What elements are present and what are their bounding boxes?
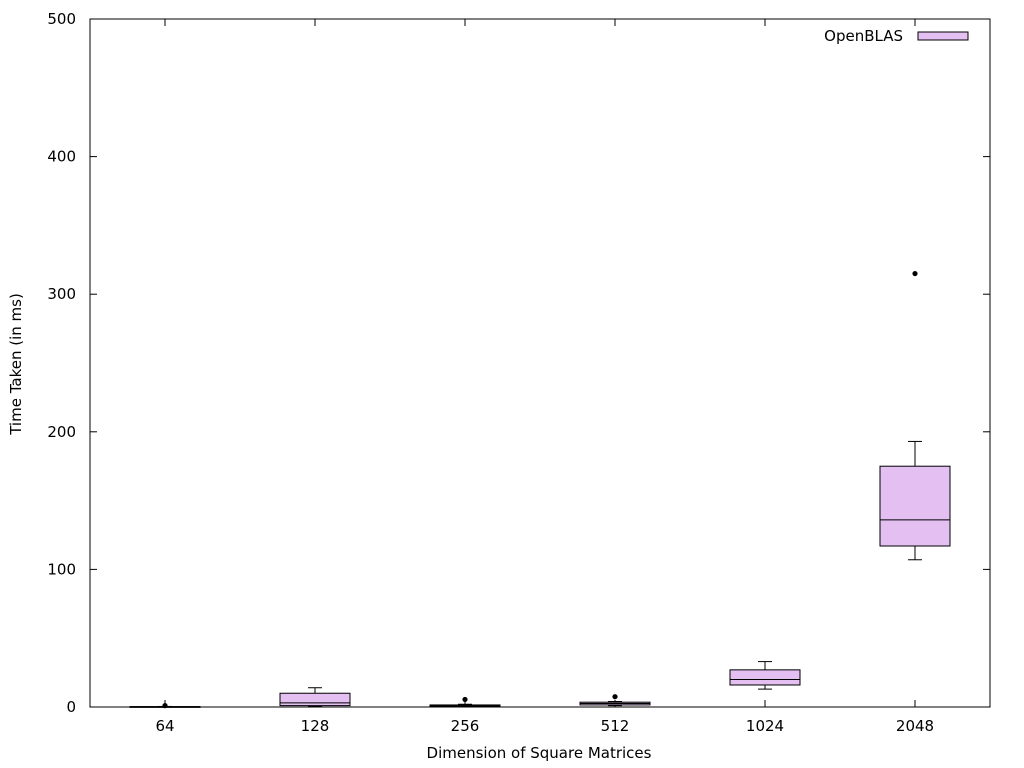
box-body [279, 692, 351, 707]
outlier-point [612, 694, 618, 700]
x-tick-label: 128 [301, 717, 330, 735]
box-256 [429, 696, 501, 708]
x-tick-label: 512 [601, 717, 630, 735]
box-1024 [729, 661, 801, 690]
y-tick-label: 100 [47, 560, 76, 578]
y-tick-label: 200 [47, 423, 76, 441]
y-axis: 0 100 200 300 400 500 [47, 10, 990, 716]
box-2048 [879, 270, 951, 561]
box-body [729, 669, 801, 686]
x-tick-label: 64 [155, 717, 174, 735]
y-axis-label: Time Taken (in ms) [7, 293, 25, 436]
y-tick-label: 300 [47, 285, 76, 303]
x-axis-label: Dimension of Square Matrices [427, 744, 652, 762]
box-body [879, 465, 951, 547]
box-512 [579, 694, 651, 707]
x-tick-label: 256 [451, 717, 480, 735]
outlier-point [162, 703, 168, 709]
box-128 [279, 687, 351, 707]
plot-area-frame [89, 18, 991, 708]
legend: OpenBLAS [824, 27, 969, 45]
x-tick-label: 1024 [746, 717, 784, 735]
legend-swatch [917, 31, 969, 41]
outlier-point [912, 270, 918, 277]
x-tick-label: 2048 [896, 717, 934, 735]
box-series [129, 270, 951, 709]
outlier-point [462, 696, 468, 703]
x-axis: 64 128 256 512 1024 2048 [155, 19, 934, 735]
legend-label: OpenBLAS [824, 27, 903, 45]
y-tick-label: 500 [47, 10, 76, 28]
box-64 [129, 703, 201, 709]
y-tick-label: 0 [66, 698, 76, 716]
y-tick-label: 400 [47, 148, 76, 166]
